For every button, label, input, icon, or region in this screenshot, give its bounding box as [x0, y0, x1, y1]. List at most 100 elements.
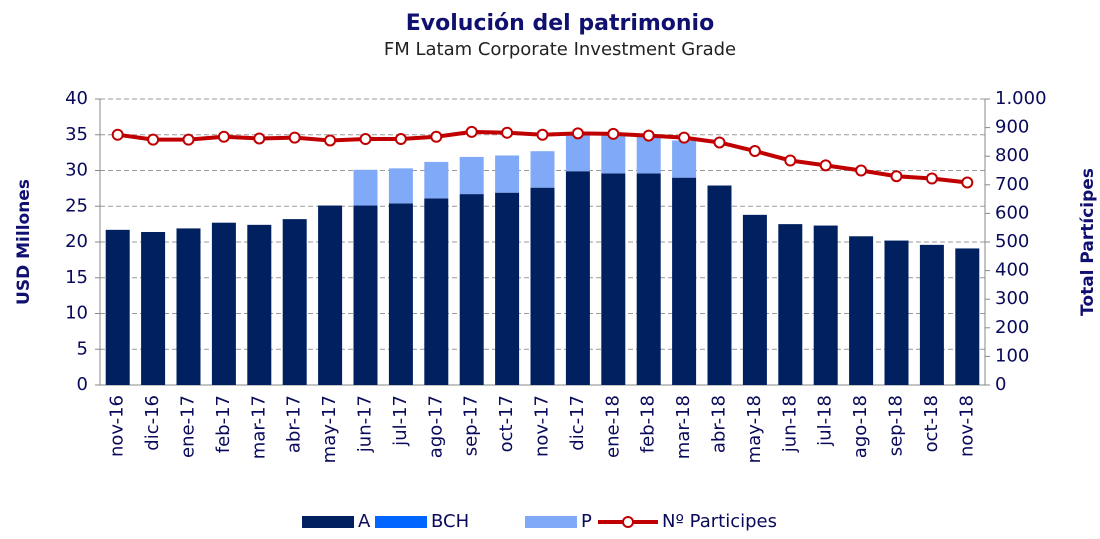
- bar: [530, 187, 555, 385]
- bar: [530, 151, 555, 188]
- x-tick-label: dic-17: [567, 395, 588, 451]
- y2-axis-title: Total Partícipes: [1078, 168, 1098, 316]
- line-marker: [147, 133, 160, 146]
- bar: [601, 134, 626, 174]
- bar: [955, 248, 980, 385]
- x-tick-label: jul-17: [390, 395, 411, 447]
- x-tick-label: mar-17: [248, 395, 269, 459]
- y-tick-label: 15: [65, 267, 88, 288]
- line-marker: [288, 131, 301, 144]
- line-marker: [324, 134, 337, 147]
- line-marker: [359, 133, 372, 146]
- bar: [672, 140, 697, 178]
- chart-title: Evolución del patrimonio: [406, 11, 714, 36]
- x-tick-label: sep-17: [461, 395, 482, 456]
- x-tick-label: ago-17: [425, 395, 446, 458]
- legend-swatch: [375, 516, 427, 528]
- x-tick-label: mar-18: [673, 395, 694, 459]
- x-tick-label: feb-18: [638, 395, 659, 453]
- x-tick-label: ago-18: [850, 395, 871, 458]
- y-tick-label: 25: [65, 195, 88, 216]
- y2-tick-label: 200: [995, 317, 1029, 338]
- x-tick-label: dic-16: [142, 395, 163, 451]
- bar: [388, 168, 413, 204]
- bar: [636, 136, 661, 174]
- y2-tick-label: 0: [995, 374, 1006, 395]
- legend-marker: [622, 516, 634, 528]
- y2-tick-label: 300: [995, 288, 1029, 309]
- y2-tick-label: 700: [995, 174, 1029, 195]
- y-tick-label: 5: [77, 338, 88, 359]
- line-marker: [855, 164, 868, 177]
- y2-tick-label: 100: [995, 345, 1029, 366]
- x-tick-label: nov-18: [956, 395, 977, 457]
- line-marker: [571, 127, 584, 140]
- line-marker: [182, 133, 195, 146]
- line-marker: [253, 132, 266, 145]
- line-marker: [607, 127, 620, 140]
- bar: [247, 224, 272, 385]
- bar: [141, 231, 166, 385]
- bar: [707, 185, 732, 385]
- bar: [388, 203, 413, 385]
- y2-tick-label: 400: [995, 260, 1029, 281]
- line-marker: [465, 125, 478, 138]
- y-axis-title: USD Millones: [14, 179, 34, 305]
- x-tick-label: nov-17: [532, 395, 553, 457]
- bar: [565, 134, 590, 172]
- line-marker: [890, 170, 903, 183]
- x-tick-label: jun-17: [355, 395, 376, 453]
- x-tick-label: sep-18: [886, 395, 907, 456]
- legend-label: BCH: [431, 511, 469, 532]
- y-tick-label: 40: [65, 88, 88, 109]
- bar: [919, 244, 944, 385]
- bar: [353, 169, 378, 206]
- bar: [849, 236, 874, 385]
- bar: [353, 205, 378, 385]
- y-tick-label: 0: [77, 374, 88, 395]
- y-tick-label: 35: [65, 124, 88, 145]
- x-tick-label: may-17: [319, 395, 340, 463]
- x-tick-label: feb-17: [213, 395, 234, 453]
- legend-label: A: [358, 511, 371, 532]
- y2-tick-label: 900: [995, 117, 1029, 138]
- bar: [318, 205, 343, 385]
- bar: [601, 173, 626, 385]
- line-marker: [394, 133, 407, 146]
- line-marker: [713, 136, 726, 149]
- line-marker: [925, 172, 938, 185]
- line-marker: [819, 159, 832, 172]
- bar: [636, 173, 661, 385]
- bar: [282, 219, 307, 385]
- bar: [813, 225, 838, 385]
- legend-swatch: [525, 516, 577, 528]
- bar: [424, 198, 449, 385]
- chart-subtitle: FM Latam Corporate Investment Grade: [384, 39, 736, 60]
- x-tick-label: ene-18: [602, 395, 623, 458]
- line-marker: [748, 145, 761, 158]
- bar: [884, 240, 909, 385]
- line-marker: [430, 130, 443, 143]
- bar: [672, 177, 697, 385]
- x-tick-label: abr-17: [284, 395, 305, 453]
- x-tick-label: ene-17: [178, 395, 199, 458]
- x-tick-label: oct-17: [496, 395, 517, 452]
- bar: [495, 192, 520, 385]
- y2-tick-label: 800: [995, 145, 1029, 166]
- line-marker: [217, 130, 230, 143]
- bar: [176, 228, 201, 385]
- x-tick-label: nov-16: [107, 395, 128, 457]
- bar: [778, 224, 803, 385]
- bar: [565, 171, 590, 385]
- bar: [424, 161, 449, 199]
- line-marker: [111, 128, 124, 141]
- bar: [211, 222, 236, 385]
- line-marker: [784, 154, 797, 167]
- line-marker: [642, 129, 655, 142]
- y2-tick-label: 1.000: [995, 88, 1047, 109]
- y-tick-label: 30: [65, 160, 88, 181]
- x-tick-label: oct-18: [921, 395, 942, 452]
- bar: [495, 155, 520, 193]
- y-tick-label: 20: [65, 231, 88, 252]
